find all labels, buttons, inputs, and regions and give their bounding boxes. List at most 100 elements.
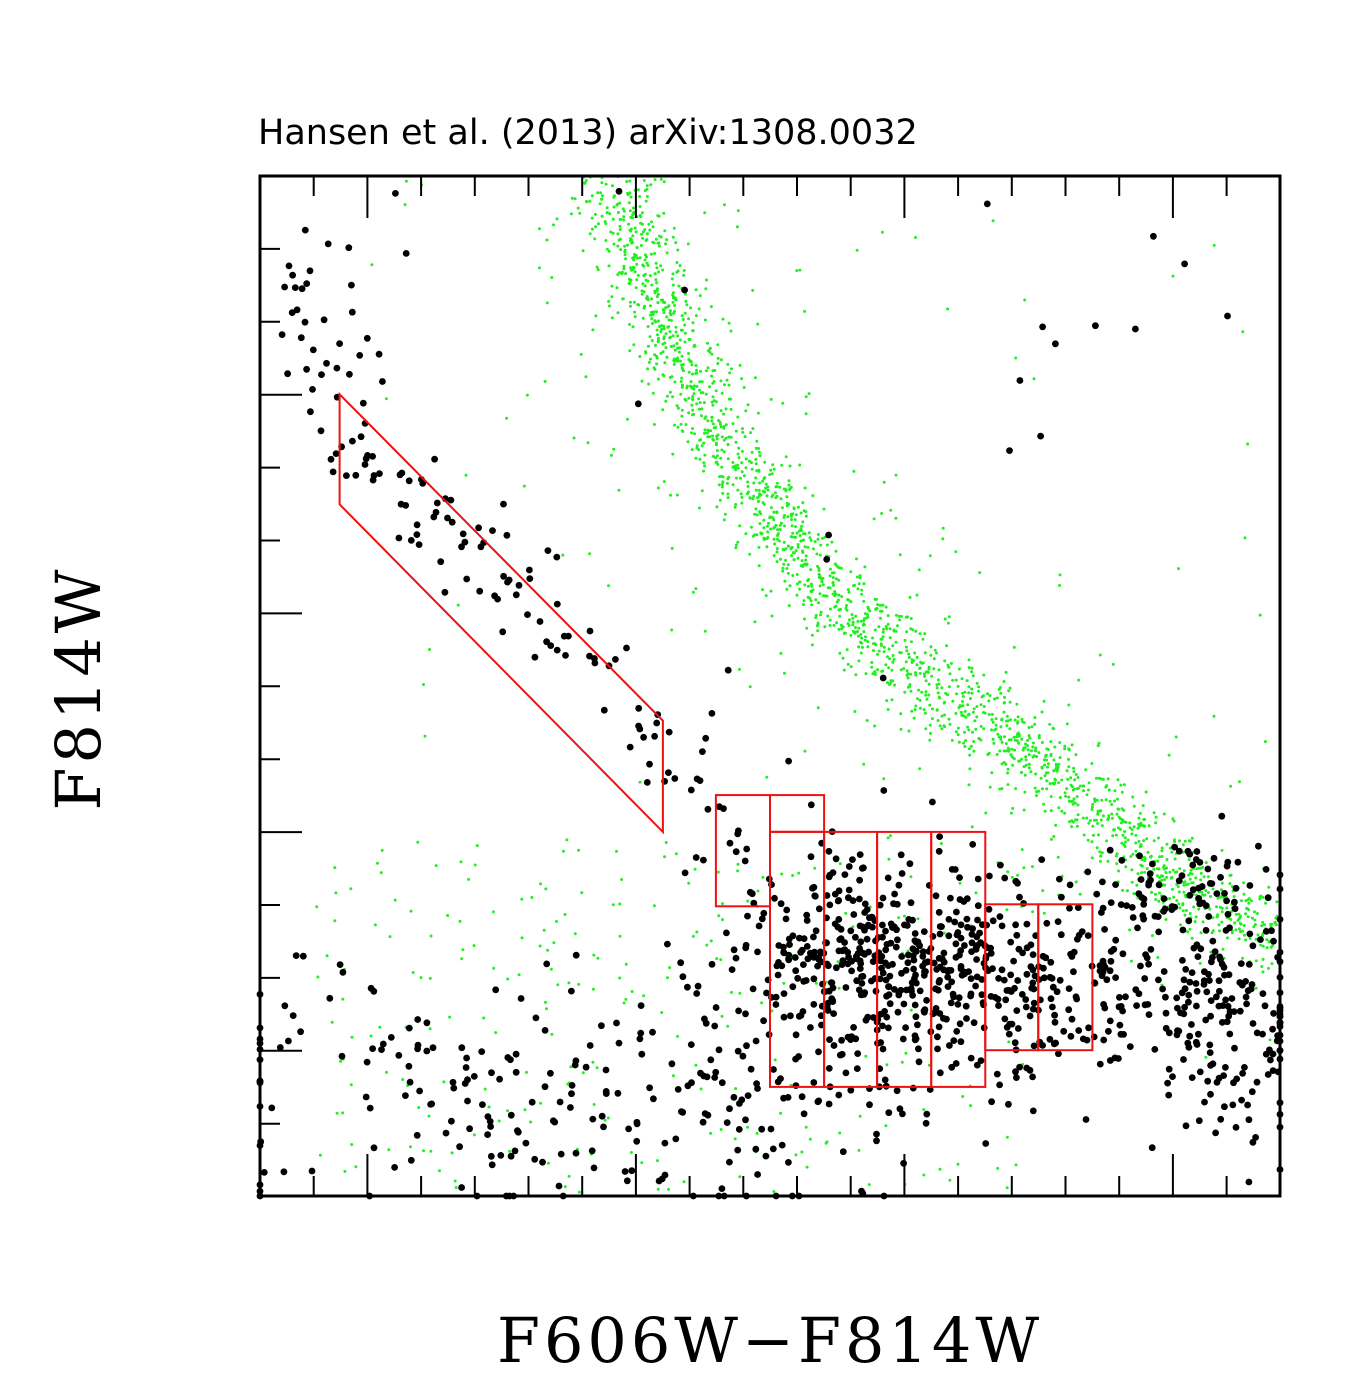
green-point xyxy=(1182,869,1186,873)
green-point xyxy=(856,587,860,591)
green-point xyxy=(879,616,882,620)
black-point xyxy=(1099,878,1106,886)
green-point xyxy=(972,740,976,743)
green-point xyxy=(970,666,974,670)
green-point xyxy=(691,329,695,333)
green-point xyxy=(698,380,702,384)
green-point xyxy=(754,446,758,450)
black-point xyxy=(1208,958,1215,966)
green-point xyxy=(1032,377,1036,381)
green-point xyxy=(824,1141,828,1145)
black-point xyxy=(787,1012,794,1020)
green-point xyxy=(680,385,684,389)
green-point xyxy=(709,429,713,433)
green-point xyxy=(333,866,337,870)
black-point xyxy=(1151,1046,1159,1053)
green-point xyxy=(600,214,604,218)
green-point xyxy=(1241,330,1245,334)
green-point xyxy=(1162,864,1166,868)
green-point xyxy=(1090,808,1094,811)
black-point xyxy=(1103,976,1111,984)
green-point xyxy=(640,292,644,296)
green-point xyxy=(544,1000,547,1004)
green-point xyxy=(961,1095,965,1098)
black-point xyxy=(862,1016,870,1024)
black-point xyxy=(655,1177,663,1185)
green-point xyxy=(648,274,652,278)
black-point xyxy=(687,786,695,794)
black-point xyxy=(951,918,959,926)
green-point xyxy=(1253,923,1257,926)
green-point xyxy=(804,510,808,514)
green-point xyxy=(803,486,807,490)
green-point xyxy=(609,453,613,457)
green-point xyxy=(1006,783,1010,787)
green-point xyxy=(856,619,860,623)
black-point xyxy=(643,779,651,786)
black-point xyxy=(392,190,399,197)
black-point xyxy=(696,777,704,784)
black-point xyxy=(628,1167,636,1175)
green-point xyxy=(1007,1040,1011,1044)
green-point xyxy=(694,456,698,460)
green-point xyxy=(649,357,652,361)
black-point xyxy=(1016,377,1024,384)
black-point xyxy=(968,939,976,947)
green-point xyxy=(756,496,759,500)
green-point xyxy=(779,651,783,655)
green-point xyxy=(638,780,642,784)
black-point xyxy=(940,958,948,966)
green-point xyxy=(662,327,666,331)
black-point xyxy=(369,453,376,460)
black-point xyxy=(1190,944,1198,952)
green-point xyxy=(970,691,974,695)
black-point xyxy=(1224,1002,1232,1010)
green-point xyxy=(1003,735,1006,739)
green-point xyxy=(638,205,642,208)
green-point xyxy=(605,211,609,215)
green-point xyxy=(647,360,651,364)
green-point xyxy=(734,429,738,433)
white-dwarf-cooling-sequence-box xyxy=(338,391,664,835)
black-point xyxy=(1049,1003,1056,1011)
black-point xyxy=(857,938,865,946)
green-point xyxy=(860,588,864,592)
green-point xyxy=(1013,748,1017,752)
green-point xyxy=(644,239,648,242)
green-point xyxy=(900,614,903,618)
green-point xyxy=(617,238,621,242)
green-point xyxy=(703,431,706,435)
green-point xyxy=(882,650,886,654)
green-point xyxy=(737,446,741,450)
black-point xyxy=(755,922,763,930)
green-point xyxy=(467,877,471,881)
black-point xyxy=(507,1152,515,1160)
green-point xyxy=(1258,897,1262,901)
black-point xyxy=(800,1110,808,1118)
green-point xyxy=(1100,798,1104,802)
green-point xyxy=(1244,938,1248,942)
green-point xyxy=(619,248,623,252)
green-point xyxy=(881,635,885,639)
green-point xyxy=(517,973,521,977)
black-point xyxy=(954,929,962,936)
green-point xyxy=(1206,875,1210,879)
green-point xyxy=(693,432,697,436)
black-point xyxy=(829,998,837,1005)
black-point xyxy=(1096,1060,1104,1068)
green-point xyxy=(888,657,891,661)
green-point xyxy=(775,537,779,541)
green-point xyxy=(943,617,947,621)
green-point xyxy=(788,464,792,468)
green-point xyxy=(839,566,843,570)
green-point xyxy=(1026,748,1030,752)
green-point xyxy=(888,636,892,640)
green-point xyxy=(492,966,496,970)
green-point xyxy=(1130,880,1134,884)
black-point xyxy=(429,1044,437,1052)
black-point xyxy=(1013,1007,1021,1014)
green-point xyxy=(464,473,468,477)
green-point xyxy=(1129,959,1133,963)
green-point xyxy=(1067,747,1071,751)
black-point xyxy=(909,945,917,953)
